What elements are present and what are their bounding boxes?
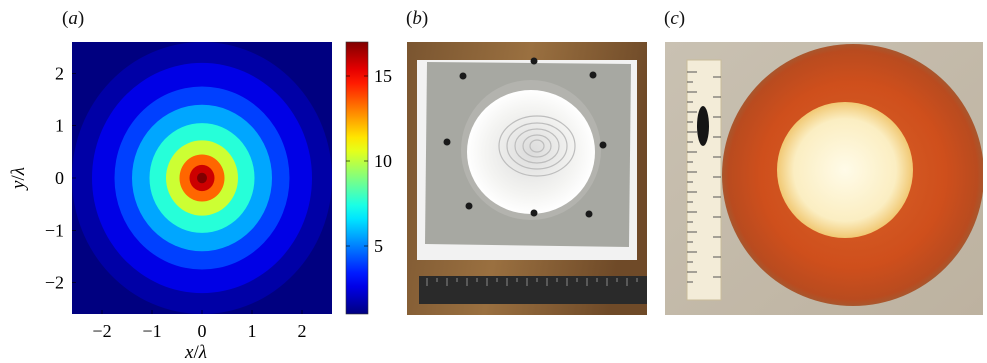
colorbar-tick-label: 15: [374, 66, 392, 86]
lens-bowl: [467, 90, 595, 214]
x-tick-label: 0: [198, 321, 207, 341]
y-tick-label: 1: [55, 116, 64, 136]
y-tick-label: 2: [55, 63, 64, 83]
colorbar-ticks: 5 10 15: [346, 66, 392, 256]
y-tick-label: 0: [55, 168, 64, 188]
colorbar: [345, 41, 369, 315]
colorbar-tick-label: 5: [374, 236, 383, 256]
black-ruler: [419, 276, 647, 304]
y-tick-label: −2: [45, 273, 64, 293]
heatmap-rings: [72, 42, 332, 314]
lens-grooves: [498, 115, 576, 177]
y-tick-label: −1: [45, 220, 64, 240]
photo-cast-lens: [665, 42, 983, 315]
bright-lens-core: [777, 102, 913, 238]
x-tick-label: −1: [142, 321, 161, 341]
x-tick-label: −2: [92, 321, 111, 341]
ruler-marker-stain: [697, 106, 709, 146]
colorbar-gradient: [345, 41, 369, 315]
x-axis-label: x/λ: [184, 342, 207, 363]
wooden-ruler-ticks: [687, 71, 721, 283]
colorbar-tick-label: 10: [374, 151, 392, 171]
wooden-ruler: [686, 59, 722, 301]
panel-label-a: (a): [62, 8, 85, 29]
y-axis-label: y/λ: [8, 167, 29, 191]
panel-label-c: (c): [664, 8, 686, 29]
panel-label-b: (b): [406, 8, 429, 29]
y-axis-ticks: −2 −1 0 1 2: [45, 63, 76, 293]
black-ruler-ticks: [426, 278, 638, 286]
heatmap-figure: −2 −1 0 1 2 −2 −1 0 1 2 5 10 15 x/λ y/λ: [8, 41, 392, 363]
photo-printed-lens: [407, 42, 647, 315]
x-tick-label: 1: [248, 321, 257, 341]
x-axis-ticks: −2 −1 0 1 2: [92, 310, 307, 341]
x-tick-label: 2: [298, 321, 307, 341]
heatmap-center-peak: [198, 174, 206, 182]
mounting-holes: [443, 57, 607, 218]
heatmap-ring-group: [72, 42, 332, 314]
